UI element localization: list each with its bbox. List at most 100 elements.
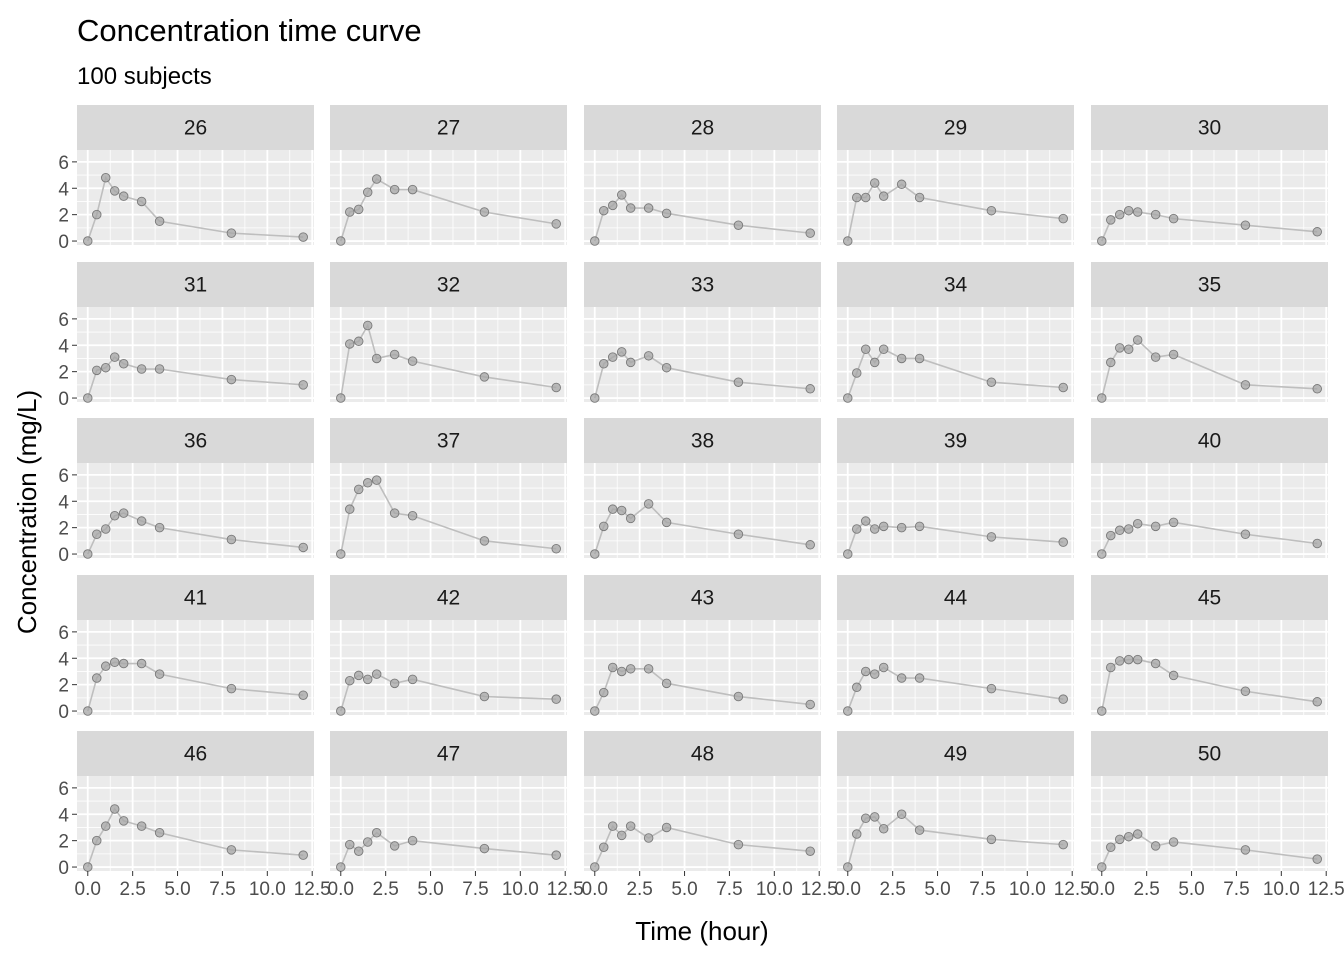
data-point [843, 236, 853, 246]
data-point [860, 666, 871, 677]
data-point [118, 816, 129, 826]
data-point [362, 187, 373, 197]
data-point [860, 516, 871, 526]
panel-34: 34 [837, 262, 1074, 403]
data-point [733, 691, 744, 702]
data-point [625, 513, 636, 524]
data-point [986, 834, 997, 845]
data-point [914, 521, 925, 532]
x-tick-label: 12.5 [801, 879, 838, 900]
data-point [869, 178, 880, 188]
data-point [661, 362, 672, 373]
data-point [551, 382, 561, 393]
data-point [733, 529, 744, 540]
strip-background [837, 262, 1074, 307]
y-tick-label: 4 [58, 805, 69, 826]
data-point [226, 374, 237, 385]
data-point [590, 236, 600, 246]
data-point [1058, 213, 1068, 224]
x-tick-label: 7.5 [716, 879, 742, 900]
panel-background [330, 620, 567, 715]
strip-background [330, 418, 567, 463]
data-point [1058, 382, 1068, 393]
y-tick-label: 2 [58, 832, 69, 853]
data-point [805, 228, 815, 238]
strip-background [837, 575, 1074, 620]
data-point [805, 846, 815, 856]
strip-label: 30 [1198, 117, 1221, 140]
panel-background [837, 620, 1074, 715]
panel-48: 48 0.0 2.5 5.0 7.5 10.0 12.5 [582, 731, 838, 900]
data-point [1123, 205, 1134, 216]
panel-background [584, 776, 821, 871]
data-point [154, 216, 165, 226]
strip-label: 31 [184, 274, 207, 297]
x-tick-label: 7.5 [462, 879, 488, 900]
data-point [336, 862, 346, 872]
strip-label: 48 [691, 743, 714, 766]
data-point [298, 850, 308, 860]
panel-44: 44 [837, 575, 1074, 716]
data-point [1240, 686, 1251, 697]
data-point [843, 393, 853, 403]
data-point [109, 804, 120, 814]
data-point [914, 192, 925, 203]
data-point [1168, 837, 1179, 847]
panel-50: 50 0.0 2.5 5.0 7.5 10.0 12.5 [1089, 731, 1344, 900]
data-point [1105, 357, 1116, 368]
x-tick-label: 7.5 [209, 879, 235, 900]
data-point [389, 508, 400, 518]
data-point [353, 204, 364, 215]
data-point [1168, 349, 1179, 360]
data-point [1058, 537, 1068, 547]
y-tick-label: 6 [58, 779, 69, 800]
data-point [1105, 842, 1116, 853]
panel-29: 29 [837, 105, 1074, 246]
strip-background [584, 575, 821, 620]
strip-label: 44 [944, 587, 968, 610]
data-point [371, 174, 382, 184]
strip-label: 38 [691, 430, 714, 453]
strip-label: 35 [1198, 274, 1221, 297]
data-point [843, 549, 853, 559]
strip-background [584, 731, 821, 776]
data-point [1168, 517, 1179, 528]
y-tick-label: 0 [58, 858, 69, 879]
panel-42: 42 [330, 575, 567, 716]
y-tick-label: 4 [58, 336, 69, 357]
data-point [362, 674, 373, 685]
data-point [643, 499, 654, 509]
x-axis-title: Time (hour) [635, 916, 768, 946]
data-point [590, 549, 600, 559]
data-point [1123, 344, 1134, 354]
data-point [1058, 839, 1068, 850]
data-point [625, 664, 636, 674]
x-tick-label: 0.0 [328, 879, 354, 900]
data-point [91, 673, 102, 683]
x-tick-label: 10.0 [1263, 879, 1300, 900]
data-point [345, 339, 355, 349]
strip-background [330, 262, 567, 307]
x-tick-label: 0.0 [1089, 879, 1115, 900]
data-point [336, 706, 346, 716]
data-point [91, 365, 102, 376]
chart-subtitle: 100 subjects [77, 63, 212, 90]
strip-label: 39 [944, 430, 967, 453]
data-point [986, 205, 997, 216]
data-point [345, 207, 355, 217]
strip-background [837, 418, 1074, 463]
data-point [643, 203, 654, 213]
data-point [479, 843, 490, 854]
panel-45: 45 [1091, 575, 1328, 716]
x-tick-label: 5.0 [1178, 879, 1204, 900]
y-tick-label: 2 [58, 206, 69, 227]
panel-27: 27 [330, 105, 567, 246]
data-point [1150, 209, 1161, 220]
data-point [353, 336, 364, 347]
data-point [914, 673, 925, 683]
data-point [1132, 829, 1143, 839]
data-point [551, 544, 561, 554]
y-tick-label: 6 [58, 310, 69, 331]
strip-label: 49 [944, 743, 967, 766]
strip-background [330, 575, 567, 620]
